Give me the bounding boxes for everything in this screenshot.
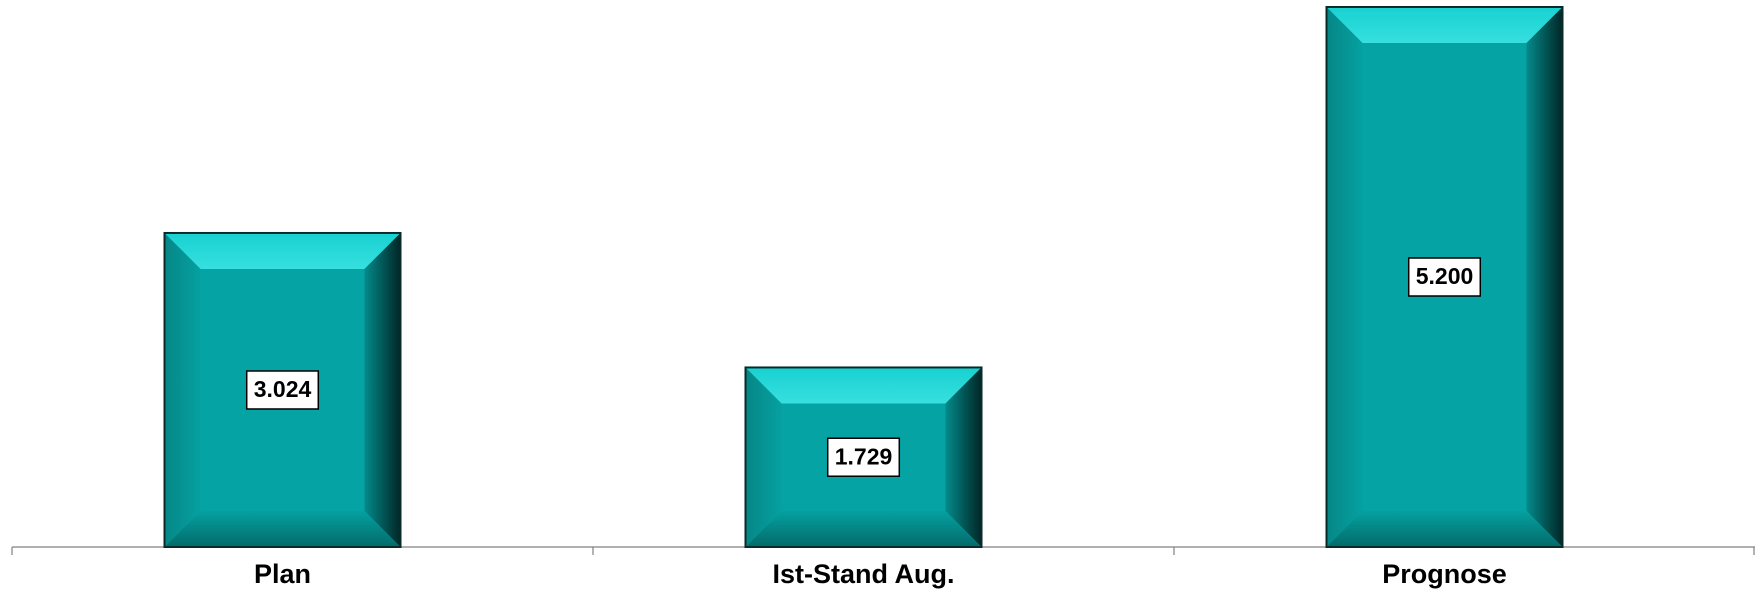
value-label: 5.200: [1416, 263, 1474, 289]
bar-outline: [744, 366, 983, 549]
value-label-box: [1407, 257, 1482, 297]
x-tick-label: Ist-Stand Aug.: [773, 559, 955, 589]
x-tick-label: Prognose: [1382, 559, 1507, 589]
bar-bevel: [1326, 511, 1563, 547]
bar-bevel: [164, 511, 401, 547]
bar-bevel: [745, 367, 982, 404]
bar-bevel: [364, 232, 401, 547]
bar-bevel: [945, 367, 982, 547]
value-label-box: [245, 370, 320, 410]
bar-bevel: [745, 511, 982, 547]
bar-bevel: [745, 367, 782, 547]
x-tick-label: Plan: [254, 559, 311, 589]
value-label: 1.729: [835, 443, 893, 469]
bar-bevel: [1526, 7, 1563, 547]
bar-bevel: [164, 232, 401, 269]
bar-outline: [1325, 6, 1564, 548]
bar-bevel: [1326, 7, 1363, 547]
value-label-box: [826, 437, 901, 477]
bar-bevel: [1326, 7, 1563, 43]
bar-outline: [163, 231, 402, 548]
bar-bevel: [164, 232, 201, 547]
value-label: 3.024: [254, 376, 312, 402]
